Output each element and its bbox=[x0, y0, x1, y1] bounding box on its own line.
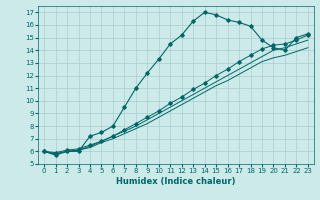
X-axis label: Humidex (Indice chaleur): Humidex (Indice chaleur) bbox=[116, 177, 236, 186]
